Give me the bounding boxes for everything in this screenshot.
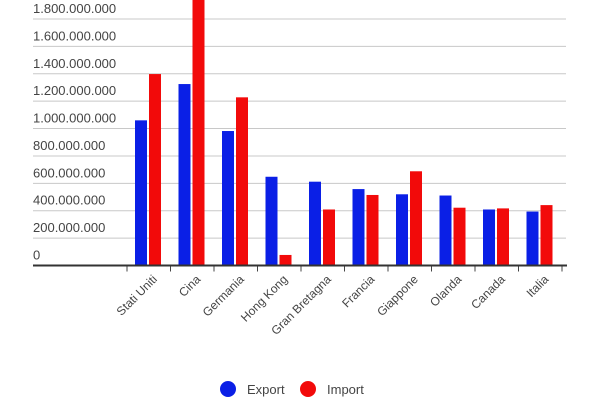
x-tick-label: Italia <box>524 272 552 300</box>
bar-import <box>540 205 553 266</box>
y-tick-label: 200.000.000 <box>33 220 105 235</box>
x-tick-label: Giappone <box>374 272 421 319</box>
bar-import <box>149 74 161 266</box>
bar-import <box>236 97 248 266</box>
y-tick-label: 1.600.000.000 <box>33 28 116 43</box>
y-tick-label: 800.000.000 <box>33 138 105 153</box>
bar-export <box>178 84 191 266</box>
bar-import <box>453 207 466 266</box>
x-tick-label: Francia <box>339 272 377 310</box>
y-tick-label: 1.000.000.000 <box>33 111 116 126</box>
y-axis-ticks: 0 200.000.000 400.000.000 600.000.000 800.00… <box>33 1 116 263</box>
x-tick-label: Canada <box>468 272 508 312</box>
bar-export <box>309 181 321 266</box>
bar-import <box>410 171 422 266</box>
bar-export <box>439 195 452 266</box>
legend: Export Import <box>220 381 364 397</box>
y-tick-label: 1.800.000.000 <box>33 1 116 16</box>
bar-export <box>526 211 539 266</box>
legend-marker-export <box>220 381 236 397</box>
bar-import <box>366 194 379 266</box>
y-tick-label: 400.000.000 <box>33 193 105 208</box>
bar-export <box>483 209 495 266</box>
bar-export <box>396 194 408 266</box>
bar-import <box>279 254 292 266</box>
x-tick-label: Stati Uniti <box>114 272 160 318</box>
bar-import <box>323 209 335 266</box>
y-tick-label: 1.400.000.000 <box>33 56 116 71</box>
legend-label: Export <box>247 382 285 397</box>
bar-export <box>352 189 365 266</box>
bar-export <box>222 131 234 266</box>
x-tick-label: Cina <box>176 272 204 300</box>
y-tick-label: 600.000.000 <box>33 165 105 180</box>
legend-label: Import <box>327 382 364 397</box>
bar-export <box>135 120 147 266</box>
gridlines <box>33 18 566 239</box>
legend-marker-import <box>300 381 316 397</box>
y-tick-label: 1.200.000.000 <box>33 83 116 98</box>
bar-import <box>192 0 205 266</box>
bar-export <box>265 176 278 266</box>
bar-import <box>497 208 509 266</box>
x-tick-label: Olanda <box>427 272 464 309</box>
y-tick-label: 0 <box>33 248 40 263</box>
bars <box>135 0 553 266</box>
